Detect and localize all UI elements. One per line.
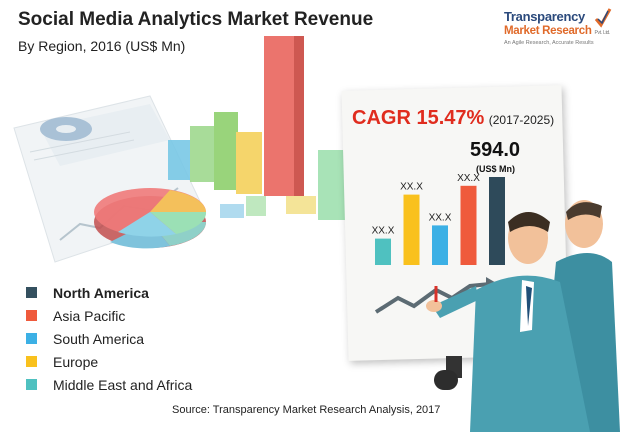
board-base <box>434 370 458 390</box>
legend-swatch <box>26 379 37 390</box>
legend-item: Europe <box>26 350 192 373</box>
bar-north-america <box>489 177 505 265</box>
person-front <box>426 212 590 432</box>
legend-label: North America <box>53 284 149 301</box>
page-title: Social Media Analytics Market Revenue <box>18 9 374 30</box>
cagr-label: CAGR 15.47% <box>352 107 485 129</box>
legend-label: Europe <box>53 353 99 370</box>
cagr-period: (2017-2025) <box>488 113 555 127</box>
source-note: Source: Transparency Market Research Ana… <box>172 404 441 416</box>
legend-swatch <box>26 287 37 298</box>
page-subtitle: By Region, 2016 (US$ Mn) <box>18 38 186 54</box>
company-logo: Transparency Market Research Pvt. Ltd. A… <box>504 8 616 53</box>
legend-item: Middle East and Africa <box>26 373 192 396</box>
legend-swatch <box>26 356 37 367</box>
legend-swatch <box>26 333 37 344</box>
legend-item: North America <box>26 281 192 304</box>
bar-value-label: XX.X <box>457 173 480 184</box>
logo-line-2-suffix: Pvt. Ltd. <box>594 30 611 36</box>
logo-tagline: An Agile Research, Accurate Results <box>504 40 594 46</box>
bar-europe <box>403 194 420 265</box>
logo-line-2: Market Research Pvt. Ltd. <box>504 25 610 37</box>
bar-middle-east-and-africa <box>375 238 391 265</box>
logo-line-1: Transparency <box>504 9 585 24</box>
checkmark-logo-icon <box>594 8 612 28</box>
chart-legend: North America Asia Pacific South America Eu… <box>26 281 192 396</box>
bar-value-label: XX.X <box>372 226 395 237</box>
legend-item: Asia Pacific <box>26 304 192 327</box>
logo-line-2-main: Market Research <box>504 25 592 37</box>
legend-label: South America <box>53 330 145 347</box>
legend-item: South America <box>26 327 192 350</box>
bar-value-label: XX.X <box>429 212 452 223</box>
bar-illustration <box>168 36 352 220</box>
total-value: 594.0 <box>470 139 521 161</box>
legend-label: Middle East and Africa <box>53 376 193 393</box>
pie-illustration <box>94 188 207 249</box>
legend-label: Asia Pacific <box>53 307 126 324</box>
bar-value-label: XX.X <box>400 182 423 193</box>
legend-swatch <box>26 310 37 321</box>
total-unit: (US$ Mn) <box>476 164 515 174</box>
bar-south-america <box>432 225 448 265</box>
cagr-annotation: CAGR 15.47% (2017-2025) <box>352 107 554 130</box>
bar-asia-pacific <box>460 185 477 265</box>
